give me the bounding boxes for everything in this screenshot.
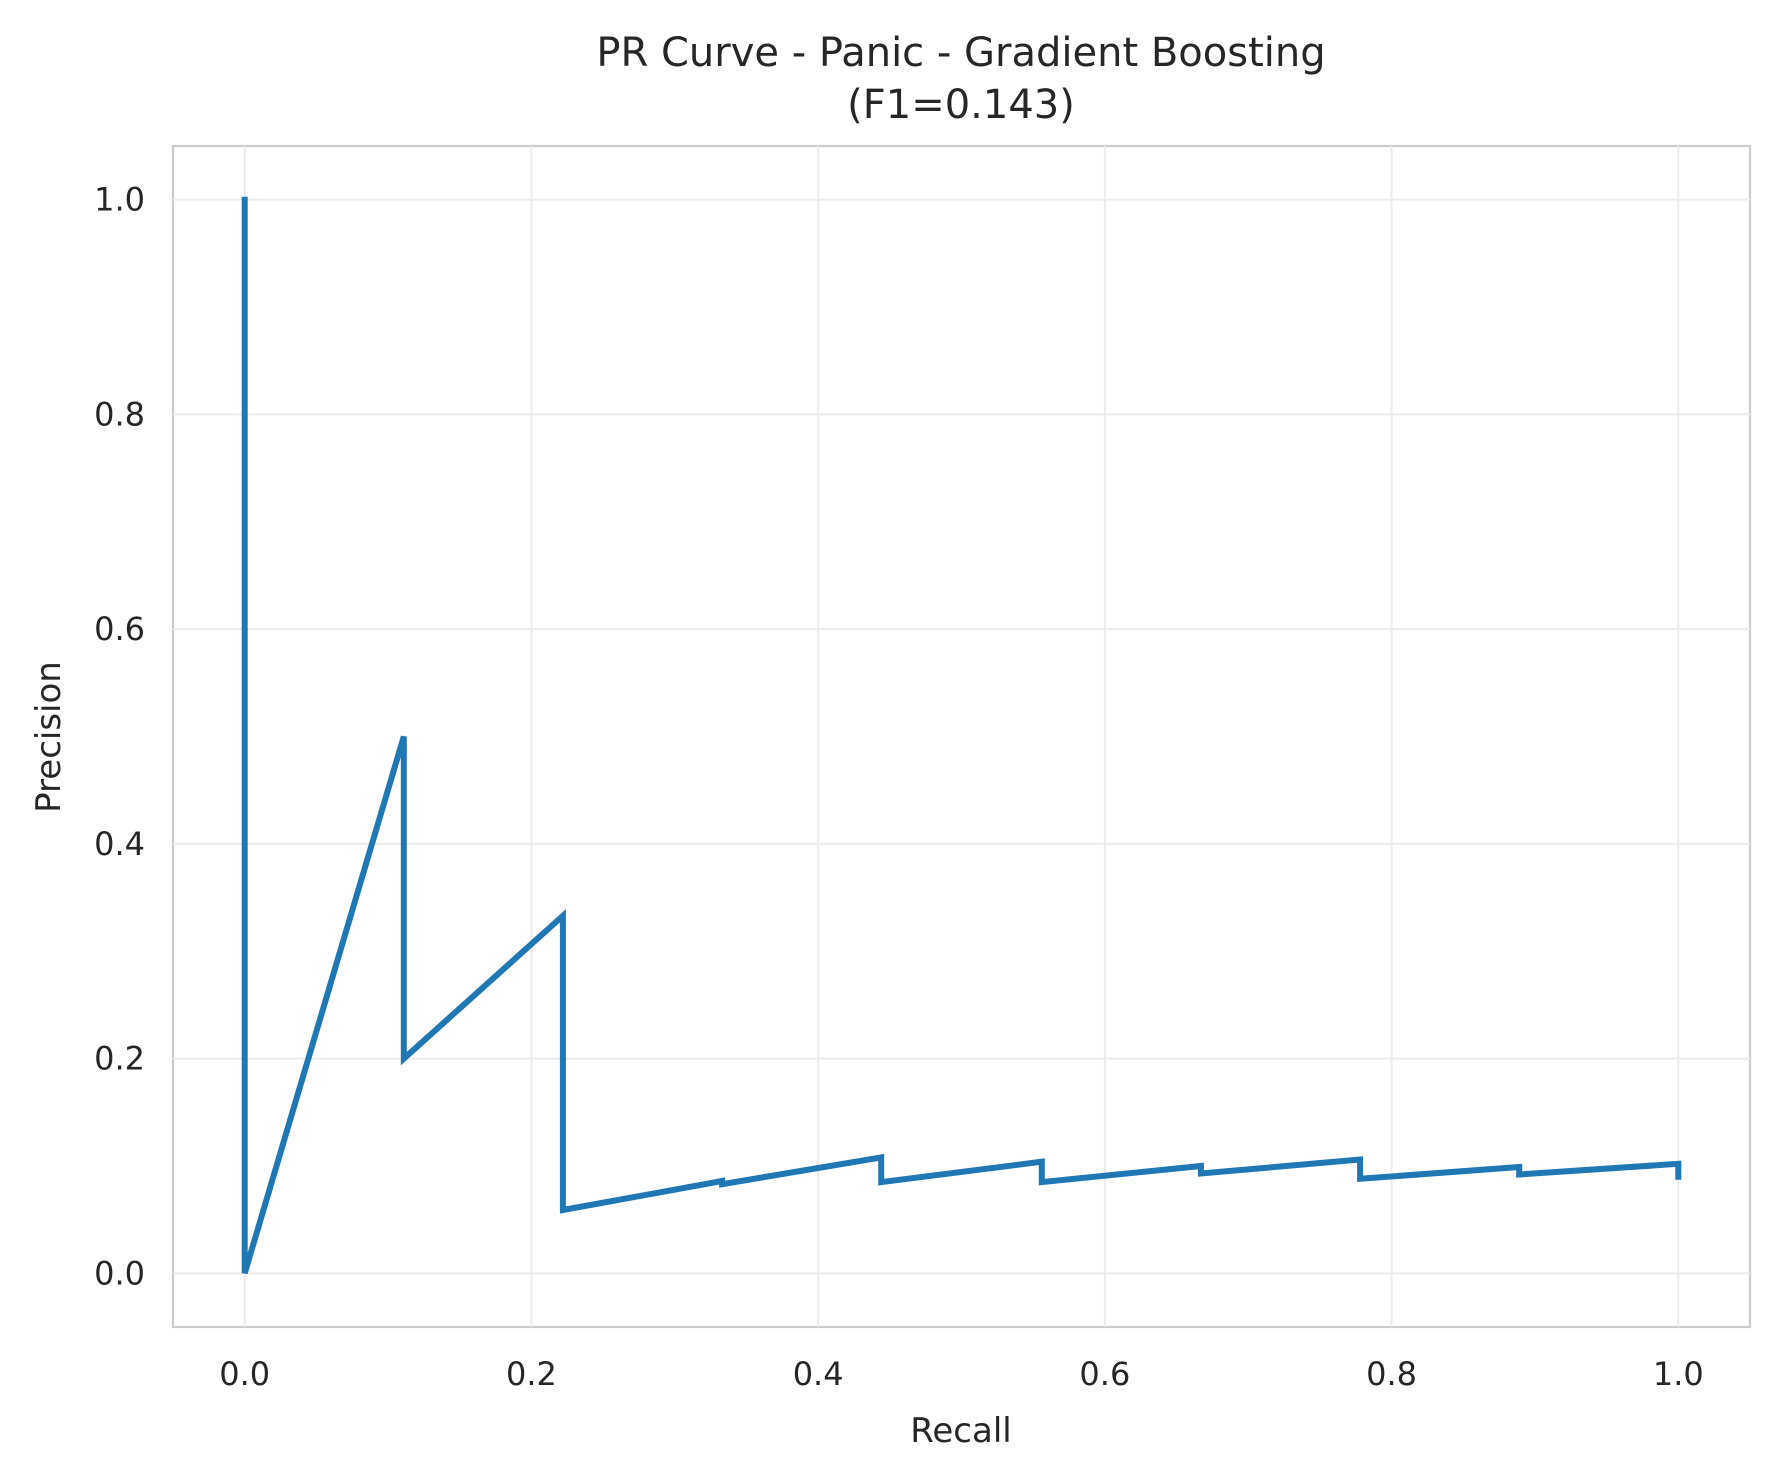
- y-tick-label: 0.2: [94, 1040, 145, 1078]
- x-tick-label: 1.0: [1653, 1355, 1704, 1393]
- curve-layer: [241, 196, 1682, 1275]
- y-tick-label: 1.0: [94, 181, 145, 219]
- grid: [173, 146, 1750, 1327]
- x-axis-ticks: 0.0 0.2 0.4 0.6 0.8 1.0: [219, 1355, 1704, 1393]
- plot-area: [171, 144, 1752, 1329]
- x-tick-label: 0.2: [506, 1355, 557, 1393]
- x-tick-label: 0.8: [1366, 1355, 1417, 1393]
- x-tick-label: 0.4: [793, 1355, 844, 1393]
- y-tick-label: 0.0: [94, 1254, 145, 1292]
- pr-curve-line: [241, 196, 1682, 1275]
- x-tick-label: 0.6: [1079, 1355, 1130, 1393]
- x-tick-label: 0.0: [219, 1355, 270, 1393]
- y-axis-ticks: 0.0 0.2 0.4 0.6 0.8 1.0: [94, 181, 145, 1293]
- y-tick-label: 0.4: [94, 825, 145, 863]
- x-axis-label: Recall: [910, 1411, 1011, 1451]
- y-tick-label: 0.6: [94, 610, 145, 648]
- y-axis-label: Precision: [29, 661, 69, 813]
- y-tick-label: 0.8: [94, 395, 145, 433]
- chart-subtitle: (F1=0.143): [847, 82, 1075, 128]
- chart-title: PR Curve - Panic - Gradient Boosting: [596, 30, 1325, 76]
